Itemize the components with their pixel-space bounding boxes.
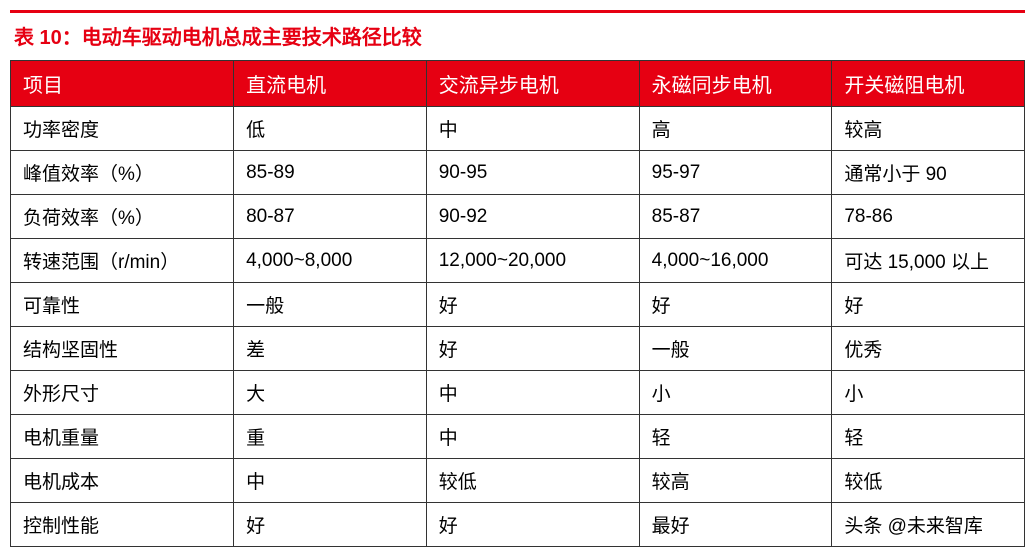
cell: 低 (234, 107, 427, 151)
table-body: 功率密度 低 中 高 较高 峰值效率（%） 85-89 90-95 95-97 … (11, 107, 1025, 547)
cell: 好 (832, 283, 1025, 327)
cell: 中 (234, 459, 427, 503)
cell: 较高 (639, 459, 832, 503)
cell: 90-95 (426, 151, 639, 195)
table-row: 负荷效率（%） 80-87 90-92 85-87 78-86 (11, 195, 1025, 239)
cell: 较低 (832, 459, 1025, 503)
table-row: 转速范围（r/min） 4,000~8,000 12,000~20,000 4,… (11, 239, 1025, 283)
table-container: 表 10：电动车驱动电机总成主要技术路径比较 项目 直流电机 交流异步电机 永磁… (10, 10, 1025, 547)
cell: 峰值效率（%） (11, 151, 234, 195)
cell: 大 (234, 371, 427, 415)
cell: 头条 @未来智库 (832, 503, 1025, 547)
cell: 95-97 (639, 151, 832, 195)
table-row: 结构坚固性 差 好 一般 优秀 (11, 327, 1025, 371)
cell: 可靠性 (11, 283, 234, 327)
cell: 85-89 (234, 151, 427, 195)
col-header: 交流异步电机 (426, 61, 639, 107)
table-title: 表 10：电动车驱动电机总成主要技术路径比较 (14, 27, 422, 49)
cell: 好 (426, 327, 639, 371)
cell: 小 (832, 371, 1025, 415)
cell: 85-87 (639, 195, 832, 239)
title-bar: 表 10：电动车驱动电机总成主要技术路径比较 (10, 10, 1025, 60)
col-header: 开关磁阻电机 (832, 61, 1025, 107)
cell: 4,000~8,000 (234, 239, 427, 283)
cell: 较高 (832, 107, 1025, 151)
cell: 结构坚固性 (11, 327, 234, 371)
col-header: 直流电机 (234, 61, 427, 107)
cell: 转速范围（r/min） (11, 239, 234, 283)
cell: 通常小于 90 (832, 151, 1025, 195)
cell: 中 (426, 371, 639, 415)
cell: 80-87 (234, 195, 427, 239)
cell: 较低 (426, 459, 639, 503)
cell: 一般 (639, 327, 832, 371)
comparison-table: 项目 直流电机 交流异步电机 永磁同步电机 开关磁阻电机 功率密度 低 中 高 … (10, 60, 1025, 547)
col-header: 永磁同步电机 (639, 61, 832, 107)
cell: 电机成本 (11, 459, 234, 503)
cell: 可达 15,000 以上 (832, 239, 1025, 283)
table-header-row: 项目 直流电机 交流异步电机 永磁同步电机 开关磁阻电机 (11, 61, 1025, 107)
cell: 差 (234, 327, 427, 371)
cell: 重 (234, 415, 427, 459)
cell: 中 (426, 415, 639, 459)
table-row: 电机重量 重 中 轻 轻 (11, 415, 1025, 459)
cell: 4,000~16,000 (639, 239, 832, 283)
cell: 90-92 (426, 195, 639, 239)
cell: 中 (426, 107, 639, 151)
table-row: 峰值效率（%） 85-89 90-95 95-97 通常小于 90 (11, 151, 1025, 195)
cell: 一般 (234, 283, 427, 327)
cell: 负荷效率（%） (11, 195, 234, 239)
table-row: 电机成本 中 较低 较高 较低 (11, 459, 1025, 503)
cell: 好 (426, 283, 639, 327)
col-header: 项目 (11, 61, 234, 107)
cell: 好 (234, 503, 427, 547)
cell: 小 (639, 371, 832, 415)
cell: 轻 (832, 415, 1025, 459)
cell: 78-86 (832, 195, 1025, 239)
table-row: 可靠性 一般 好 好 好 (11, 283, 1025, 327)
cell: 好 (639, 283, 832, 327)
cell: 高 (639, 107, 832, 151)
table-row: 外形尺寸 大 中 小 小 (11, 371, 1025, 415)
cell: 优秀 (832, 327, 1025, 371)
cell: 电机重量 (11, 415, 234, 459)
cell: 轻 (639, 415, 832, 459)
cell: 功率密度 (11, 107, 234, 151)
cell: 好 (426, 503, 639, 547)
table-row: 功率密度 低 中 高 较高 (11, 107, 1025, 151)
cell: 控制性能 (11, 503, 234, 547)
table-row: 控制性能 好 好 最好 头条 @未来智库 (11, 503, 1025, 547)
cell: 最好 (639, 503, 832, 547)
cell: 12,000~20,000 (426, 239, 639, 283)
cell: 外形尺寸 (11, 371, 234, 415)
